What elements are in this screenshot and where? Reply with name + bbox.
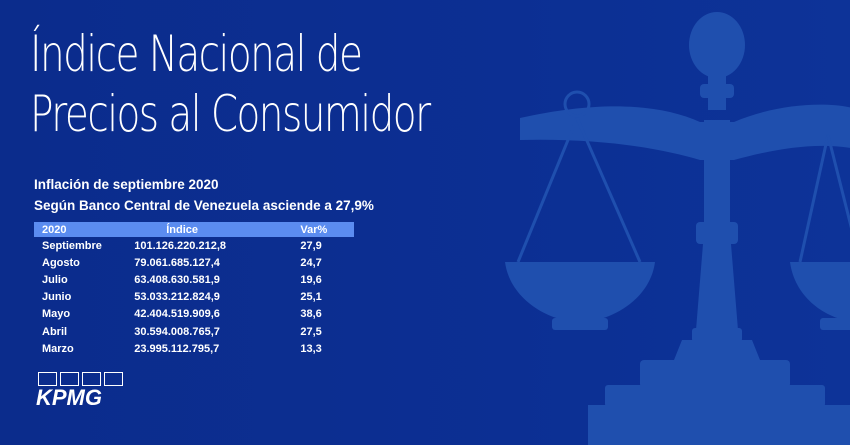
header-year: 2020: [34, 222, 135, 237]
row-month: Marzo: [42, 342, 74, 355]
table-row: Mayo 42.404.519.909,6 38,6: [34, 306, 354, 323]
row-var: 13,3: [300, 342, 322, 355]
table-row: Julio 63.408.630.581,9 19,6: [34, 271, 354, 288]
row-month: Junio: [42, 291, 72, 304]
table-row: Agosto 79.061.685.127,4 24,7: [34, 254, 354, 271]
header-var: Var%: [300, 222, 354, 237]
row-month: Mayo: [42, 308, 71, 321]
logo-boxes: [38, 372, 123, 386]
row-index: 53.033.212.824,9: [134, 291, 220, 304]
row-var: 19,6: [300, 273, 322, 286]
header-index: Índice: [134, 222, 301, 237]
row-var: 25,1: [300, 291, 322, 304]
logo-text: KPMG: [36, 385, 102, 410]
row-month: Abril: [42, 325, 68, 338]
row-index: 101.126.220.212,8: [134, 239, 226, 252]
row-index: 23.995.112.795,7: [134, 342, 220, 355]
table-header-row: 2020 Índice Var%: [34, 222, 354, 237]
row-month: Septiembre: [42, 239, 102, 252]
row-index: 30.594.008.765,7: [134, 325, 220, 338]
row-month: Julio: [42, 273, 68, 286]
table-row: Junio 53.033.212.824,9 25,1: [34, 289, 354, 306]
inflation-table: 2020 Índice Var% Septiembre 101.126.220.…: [34, 222, 354, 357]
row-var: 27,5: [300, 325, 322, 338]
row-index: 63.408.630.581,9: [134, 273, 220, 286]
row-index: 42.404.519.909,6: [134, 308, 220, 321]
row-month: Agosto: [42, 256, 80, 269]
table-row: Marzo 23.995.112.795,7 13,3: [34, 340, 354, 357]
title-line-2: Precios al Consumidor: [30, 85, 431, 143]
title-line-1: Índice Nacional de: [30, 25, 363, 83]
row-var: 24,7: [300, 256, 322, 269]
page-title: Índice Nacional de Precios al Consumidor: [30, 24, 431, 144]
subtitle-line-1: Inflación de septiembre 2020: [34, 177, 219, 192]
kpmg-logo: KPMG: [36, 372, 128, 412]
row-var: 27,9: [300, 239, 322, 252]
row-var: 38,6: [300, 308, 322, 321]
row-index: 79.061.685.127,4: [134, 256, 220, 269]
subtitle-line-2: Según Banco Central de Venezuela asciend…: [34, 198, 374, 213]
table-row: Abril 30.594.008.765,7 27,5: [34, 323, 354, 340]
table-row: Septiembre 101.126.220.212,8 27,9: [34, 237, 354, 254]
